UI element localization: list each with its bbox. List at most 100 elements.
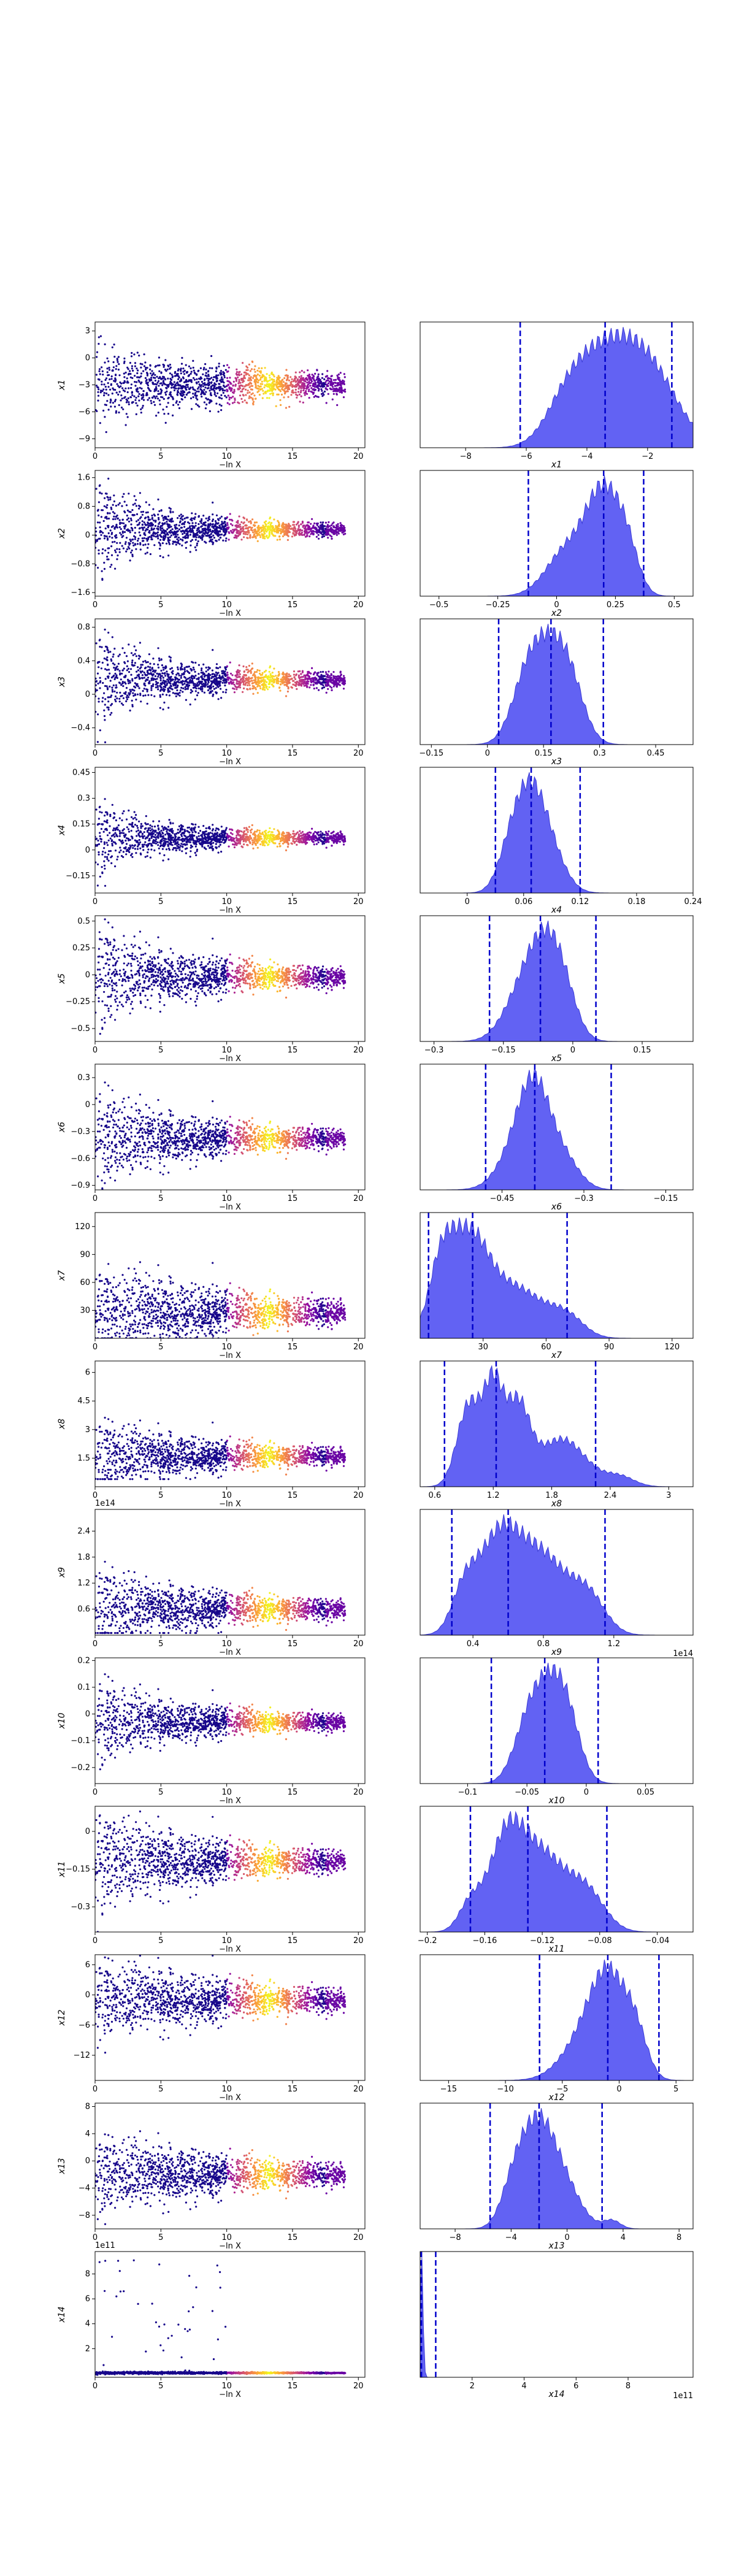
trace-point: [167, 383, 170, 386]
trace-point: [167, 397, 169, 400]
trace-point: [302, 378, 304, 381]
trace-point: [208, 516, 210, 518]
trace-point: [136, 513, 139, 516]
trace-point: [253, 524, 255, 526]
trace-point: [156, 381, 159, 384]
trace-point: [247, 392, 249, 394]
trace-point: [248, 386, 251, 388]
trace-point: [123, 667, 125, 670]
trace-point: [133, 395, 136, 397]
trace-point: [293, 527, 295, 529]
trace-point: [237, 680, 240, 683]
trace-point: [131, 555, 134, 558]
trace-point: [134, 502, 136, 505]
trace-point: [200, 682, 202, 684]
trace-point: [268, 686, 270, 688]
trace-point: [156, 535, 159, 538]
trace-point: [308, 388, 310, 391]
trace-point: [194, 683, 196, 685]
trace-point: [111, 537, 113, 539]
trace-point: [145, 501, 147, 504]
trace-point: [130, 854, 132, 857]
trace-point: [134, 536, 137, 539]
trace-point: [121, 387, 124, 389]
trace-point: [304, 535, 307, 538]
trace-point: [150, 677, 153, 680]
trace-point: [131, 391, 134, 394]
trace-point: [268, 385, 270, 387]
trace-point: [183, 669, 186, 671]
trace-point: [115, 686, 118, 689]
trace-point: [152, 678, 155, 681]
trace-point: [154, 524, 156, 527]
trace-point: [110, 658, 112, 661]
trace-point: [189, 703, 191, 706]
trace-point: [319, 378, 321, 381]
trace-point: [177, 666, 179, 669]
trace-point: [134, 662, 136, 664]
trace-point: [152, 532, 155, 535]
trace-point: [150, 684, 153, 688]
trace-point: [116, 526, 118, 529]
trace-point: [177, 542, 179, 545]
trace-point: [168, 656, 171, 658]
trace-point: [155, 681, 158, 683]
trace-point: [126, 529, 128, 531]
trace-point: [113, 512, 116, 515]
trace-point: [131, 680, 134, 682]
trace-point: [169, 366, 172, 369]
trace-point: [215, 540, 218, 542]
trace-point: [111, 532, 113, 534]
trace-point: [100, 840, 102, 843]
trace-point: [227, 394, 229, 397]
trace-point: [281, 834, 283, 837]
trace-point: [210, 355, 213, 358]
trace-point: [176, 393, 178, 396]
trace-point: [339, 677, 342, 679]
x-tick-label: 0.45: [647, 749, 665, 758]
trace-point: [337, 832, 339, 834]
trace-point: [201, 384, 203, 386]
trace-point: [205, 532, 208, 534]
trace-point: [138, 393, 140, 396]
trace-point: [296, 682, 298, 684]
trace-point: [300, 375, 302, 377]
trace-point: [288, 531, 291, 534]
trace-point: [212, 693, 215, 696]
trace-point: [124, 543, 126, 545]
trace-point: [171, 374, 173, 376]
trace-point: [237, 522, 239, 524]
trace-point: [106, 556, 109, 558]
trace-point: [213, 529, 217, 531]
trace-point: [248, 521, 250, 523]
trace-point: [335, 385, 338, 387]
trace-point: [163, 701, 166, 704]
trace-point: [132, 692, 134, 694]
trace-point: [226, 672, 229, 674]
trace-point: [136, 670, 138, 673]
trace-point: [137, 523, 140, 526]
trace-point: [288, 527, 290, 529]
trace-point: [318, 378, 320, 381]
trace-point: [209, 688, 211, 690]
trace-point: [102, 374, 104, 376]
trace-point: [113, 500, 115, 503]
trace-point: [183, 683, 186, 685]
trace-point: [237, 382, 240, 385]
trace-point: [316, 683, 318, 685]
trace-point: [135, 499, 137, 501]
trace-point: [105, 507, 108, 509]
trace-point: [138, 399, 140, 402]
trace-point: [220, 386, 222, 388]
trace-point: [169, 668, 172, 670]
trace-point: [96, 672, 99, 675]
trace-point: [115, 365, 118, 367]
trace-point: [166, 387, 168, 389]
trace-point: [174, 524, 176, 527]
trace-point: [117, 369, 120, 371]
trace-point: [159, 677, 162, 680]
trace-point: [313, 672, 316, 674]
trace-point: [292, 524, 294, 526]
